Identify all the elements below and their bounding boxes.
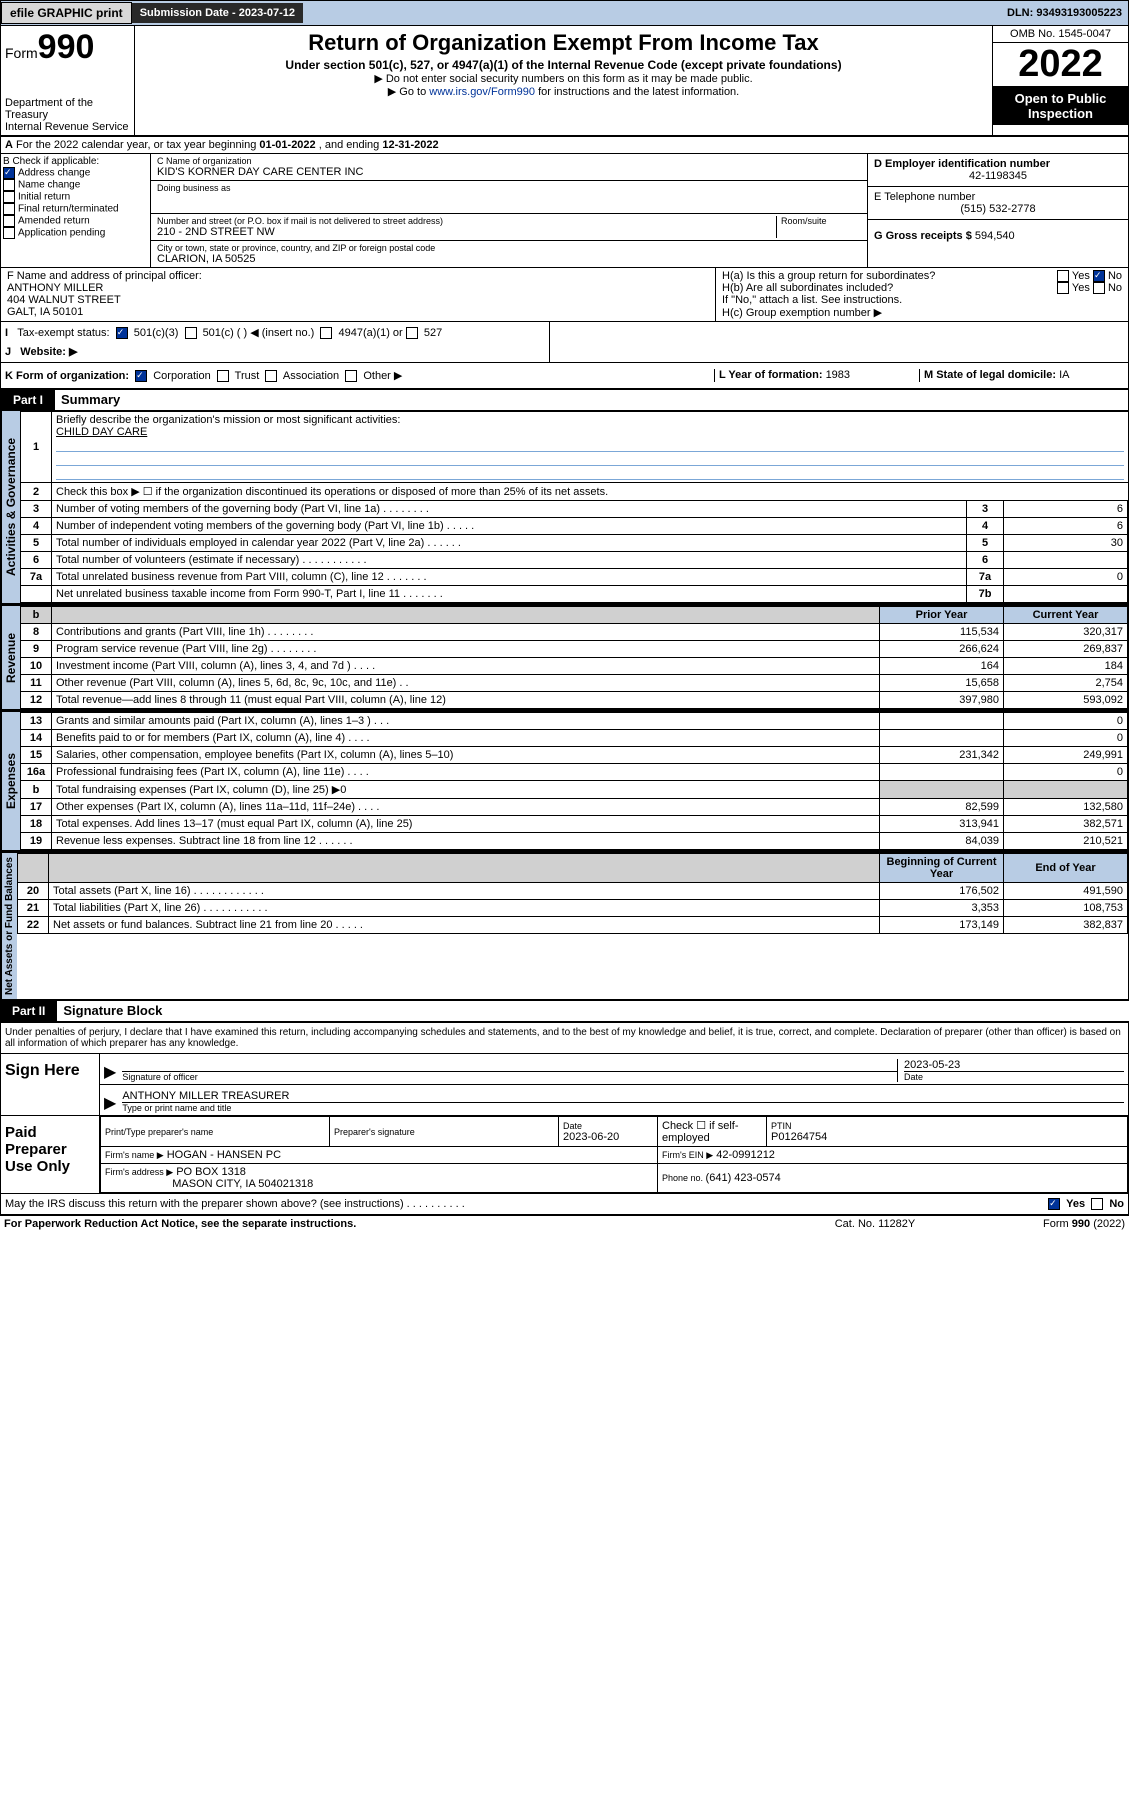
line-6: 6Total number of volunteers (estimate if… [21,552,1128,569]
checkbox-application-pending[interactable]: Application pending [3,227,148,239]
line-18: 18Total expenses. Add lines 13–17 (must … [21,816,1128,833]
gross-receipts: 594,540 [975,230,1015,242]
line-9: 9Program service revenue (Part VIII, lin… [21,641,1128,658]
tab-governance: Activities & Governance [1,411,20,603]
line-20: 20Total assets (Part X, line 16) . . . .… [18,883,1128,900]
efile-print-button[interactable]: efile GRAPHIC print [1,2,132,24]
line-14: 14Benefits paid to or for members (Part … [21,730,1128,747]
org-city: CLARION, IA 50525 [157,253,861,265]
irs: Internal Revenue Service [5,121,130,133]
section-a: A For the 2022 calendar year, or tax yea… [0,137,1129,154]
officer-name: ANTHONY MILLER [7,282,709,294]
open-to-public: Open to Public Inspection [993,87,1128,125]
top-bar: efile GRAPHIC print Submission Date - 20… [0,0,1129,26]
sign-date: 2023-05-23 [904,1059,1124,1071]
line-5: 5Total number of individuals employed in… [21,535,1128,552]
form-header: Form990 Department of the Treasury Inter… [0,26,1129,137]
form-number: Form990 [5,28,130,67]
tab-revenue: Revenue [1,606,20,709]
line-22: 22Net assets or fund balances. Subtract … [18,917,1128,934]
checkbox-amended-return[interactable]: Amended return [3,215,148,227]
ein: 42-1198345 [874,170,1122,182]
form-title: Return of Organization Exempt From Incom… [139,30,988,56]
officer-sig-name: ANTHONY MILLER TREASURER [122,1090,1124,1102]
dln: DLN: 93493193005223 [1001,7,1128,19]
firm-name: HOGAN - HANSEN PC [167,1149,281,1161]
signature-block: Under penalties of perjury, I declare th… [0,1021,1129,1215]
paid-preparer-label: Paid Preparer Use Only [1,1116,99,1193]
checkbox-final-return-terminated[interactable]: Final return/terminated [3,203,148,215]
part-i-revenue: Revenue bPrior YearCurrent Year 8Contrib… [0,605,1129,711]
tab-netassets: Net Assets or Fund Balances [1,853,17,999]
year-formation: 1983 [826,369,850,381]
section-b: B Check if applicable: Address changeNam… [1,154,151,267]
line-15: 15Salaries, other compensation, employee… [21,747,1128,764]
irs-link[interactable]: www.irs.gov/Form990 [429,86,535,98]
mission: CHILD DAY CARE [56,426,147,438]
org-name: KID'S KORNER DAY CARE CENTER INC [157,166,861,178]
section-bcdefg: B Check if applicable: Address changeNam… [0,154,1129,268]
dept-treasury: Department of the Treasury [5,97,130,121]
section-fh: F Name and address of principal officer:… [0,268,1129,322]
line-10: 10Investment income (Part VIII, column (… [21,658,1128,675]
note-goto: Go to www.irs.gov/Form990 for instructio… [139,85,988,98]
part-i-governance: Activities & Governance 1Briefly describ… [0,410,1129,605]
domicile-state: IA [1059,369,1069,381]
submission-date: Submission Date - 2023-07-12 [132,3,303,23]
ptin: P01264754 [771,1131,827,1143]
telephone: (515) 532-2778 [874,203,1122,215]
line-16a: 16aProfessional fundraising fees (Part I… [21,764,1128,781]
form-subtitle: Under section 501(c), 527, or 4947(a)(1)… [139,58,988,72]
line-11: 11Other revenue (Part VIII, column (A), … [21,675,1128,692]
note-ssn: Do not enter social security numbers on … [139,72,988,85]
line-19: 19Revenue less expenses. Subtract line 1… [21,833,1128,850]
part-i-header: Part ISummary [0,390,1129,410]
section-c: C Name of organizationKID'S KORNER DAY C… [151,154,868,267]
line-3: 3Number of voting members of the governi… [21,501,1128,518]
line-7a: 7aTotal unrelated business revenue from … [21,569,1128,586]
line-17: 17Other expenses (Part IX, column (A), l… [21,799,1128,816]
section-klm: K Form of organization: Corporation Trus… [0,363,1129,390]
perjury-declaration: Under penalties of perjury, I declare th… [1,1023,1128,1053]
part-i-netassets: Net Assets or Fund Balances Beginning of… [0,852,1129,1001]
checkbox-initial-return[interactable]: Initial return [3,191,148,203]
line-13: 13Grants and similar amounts paid (Part … [21,713,1128,730]
checkbox-name-change[interactable]: Name change [3,179,148,191]
section-ij: I Tax-exempt status: 501(c)(3) 501(c) ( … [0,322,1129,363]
footer: For Paperwork Reduction Act Notice, see … [0,1215,1129,1232]
line-12: 12Total revenue—add lines 8 through 11 (… [21,692,1128,709]
omb-number: OMB No. 1545-0047 [993,26,1128,43]
sign-here-label: Sign Here [1,1054,99,1115]
line-21: 21Total liabilities (Part X, line 26) . … [18,900,1128,917]
line-8: 8Contributions and grants (Part VIII, li… [21,624,1128,641]
part-i-expenses: Expenses 13Grants and similar amounts pa… [0,711,1129,852]
org-address: 210 - 2ND STREET NW [157,226,776,238]
tax-year: 2022 [993,43,1128,87]
checkbox-address-change[interactable]: Address change [3,167,148,179]
tab-expenses: Expenses [1,712,20,850]
line-b: bTotal fundraising expenses (Part IX, co… [21,781,1128,799]
line-4: 4Number of independent voting members of… [21,518,1128,535]
line-: Net unrelated business taxable income fr… [21,586,1128,603]
part-ii-header: Part IISignature Block [0,1001,1129,1021]
